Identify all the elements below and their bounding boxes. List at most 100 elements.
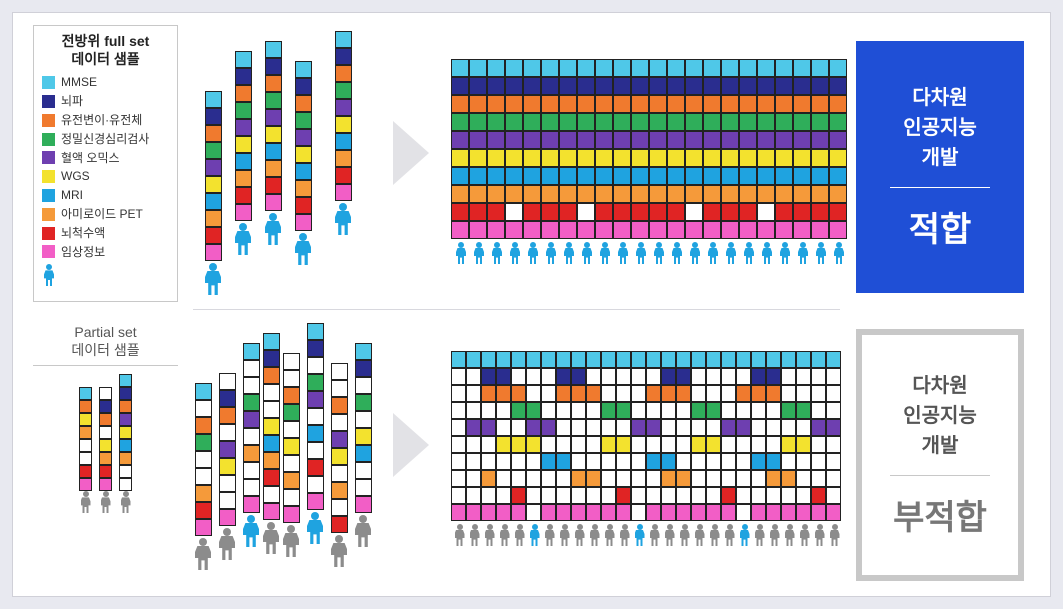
- grid-cell: [775, 185, 793, 203]
- data-cell: [195, 383, 212, 400]
- grid-cell: [826, 351, 841, 368]
- grid-cell: [811, 185, 829, 203]
- grid-cell: [559, 95, 577, 113]
- grid-cell: [451, 351, 466, 368]
- data-cell: [331, 380, 348, 397]
- data-cell: [263, 469, 280, 486]
- grid-cell: [775, 95, 793, 113]
- grid-cell: [661, 368, 676, 385]
- legend-full-set: 전방위 full set 데이터 샘플 MMSE뇌파유전변이·유전체정밀신경심리…: [33, 25, 178, 302]
- grid-row: [451, 149, 848, 167]
- grid-row: [451, 385, 842, 402]
- grid-cell: [661, 351, 676, 368]
- grid-cell: [793, 113, 811, 131]
- grid-cell: [541, 113, 559, 131]
- grid-cell: [685, 185, 703, 203]
- data-cell: [331, 414, 348, 431]
- grid-cell: [481, 487, 496, 504]
- grid-cell: [775, 149, 793, 167]
- grid-cell: [667, 59, 685, 77]
- grid-cell: [571, 436, 586, 453]
- data-cell: [79, 478, 92, 491]
- grid-cell: [469, 113, 487, 131]
- grid-cell: [751, 351, 766, 368]
- grid-cell: [703, 149, 721, 167]
- grid-cell: [721, 351, 736, 368]
- grid-cell: [526, 419, 541, 436]
- data-cell: [283, 404, 300, 421]
- grid-cell: [751, 436, 766, 453]
- grid-cell: [691, 436, 706, 453]
- legend-partial-title: Partial set 데이터 샘플: [33, 323, 178, 366]
- grid-cell: [667, 149, 685, 167]
- grid-cell: [487, 59, 505, 77]
- grid-cell: [571, 402, 586, 419]
- grid-cell: [811, 77, 829, 95]
- grid-cell: [469, 203, 487, 221]
- data-cell: [265, 126, 282, 143]
- grid-cell: [649, 203, 667, 221]
- grid-cell: [631, 149, 649, 167]
- legend-item: 뇌척수액: [42, 225, 169, 242]
- data-cell: [219, 407, 236, 424]
- grid-cell: [646, 470, 661, 487]
- grid-cell: [505, 167, 523, 185]
- person-icon: [306, 512, 324, 544]
- grid-cell: [601, 436, 616, 453]
- person-icon: [741, 242, 757, 264]
- grid-cell: [541, 436, 556, 453]
- data-cell: [263, 418, 280, 435]
- data-cell: [205, 176, 222, 193]
- grid-cell: [721, 113, 739, 131]
- grid-cell: [739, 77, 757, 95]
- grid-cell: [523, 149, 541, 167]
- grid-cell: [811, 504, 826, 521]
- data-cell: [119, 400, 132, 413]
- data-cell: [263, 452, 280, 469]
- grid-cell: [541, 402, 556, 419]
- legend-item: 정밀신경심리검사: [42, 131, 169, 148]
- person-icon: [618, 524, 631, 546]
- grid-cell: [691, 487, 706, 504]
- grid-cell: [487, 167, 505, 185]
- grid-row: [451, 59, 848, 77]
- grid-cell: [706, 368, 721, 385]
- grid-cell: [577, 131, 595, 149]
- grid-cell: [631, 419, 646, 436]
- grid-cell: [703, 185, 721, 203]
- person-icon: [525, 242, 541, 264]
- data-cell: [219, 424, 236, 441]
- data-cell: [307, 425, 324, 442]
- grid-cell: [505, 149, 523, 167]
- grid-cell: [685, 77, 703, 95]
- grid-cell: [811, 368, 826, 385]
- grid-cell: [691, 368, 706, 385]
- data-cell: [331, 431, 348, 448]
- person-icon: [753, 524, 766, 546]
- grid-cell: [511, 470, 526, 487]
- grid-cell: [826, 436, 841, 453]
- grid-cell: [829, 131, 847, 149]
- grid-cell: [586, 436, 601, 453]
- grid-cell: [526, 436, 541, 453]
- grid-cell: [466, 453, 481, 470]
- person-icon: [334, 203, 352, 235]
- grid-cell: [766, 402, 781, 419]
- data-cell: [331, 363, 348, 380]
- grid-cell: [793, 59, 811, 77]
- grid-cell: [466, 419, 481, 436]
- grid-cell: [721, 453, 736, 470]
- grid-cell: [826, 368, 841, 385]
- grid-cell: [505, 221, 523, 239]
- grid-row: [451, 77, 848, 95]
- person-icon: [588, 524, 601, 546]
- data-cell: [235, 51, 252, 68]
- mini-stack: [119, 374, 133, 513]
- grid-cell: [616, 368, 631, 385]
- data-cell: [205, 227, 222, 244]
- grid-cell: [757, 203, 775, 221]
- grid-cell: [796, 470, 811, 487]
- data-cell: [355, 462, 372, 479]
- grid-cell: [736, 470, 751, 487]
- data-cell: [235, 68, 252, 85]
